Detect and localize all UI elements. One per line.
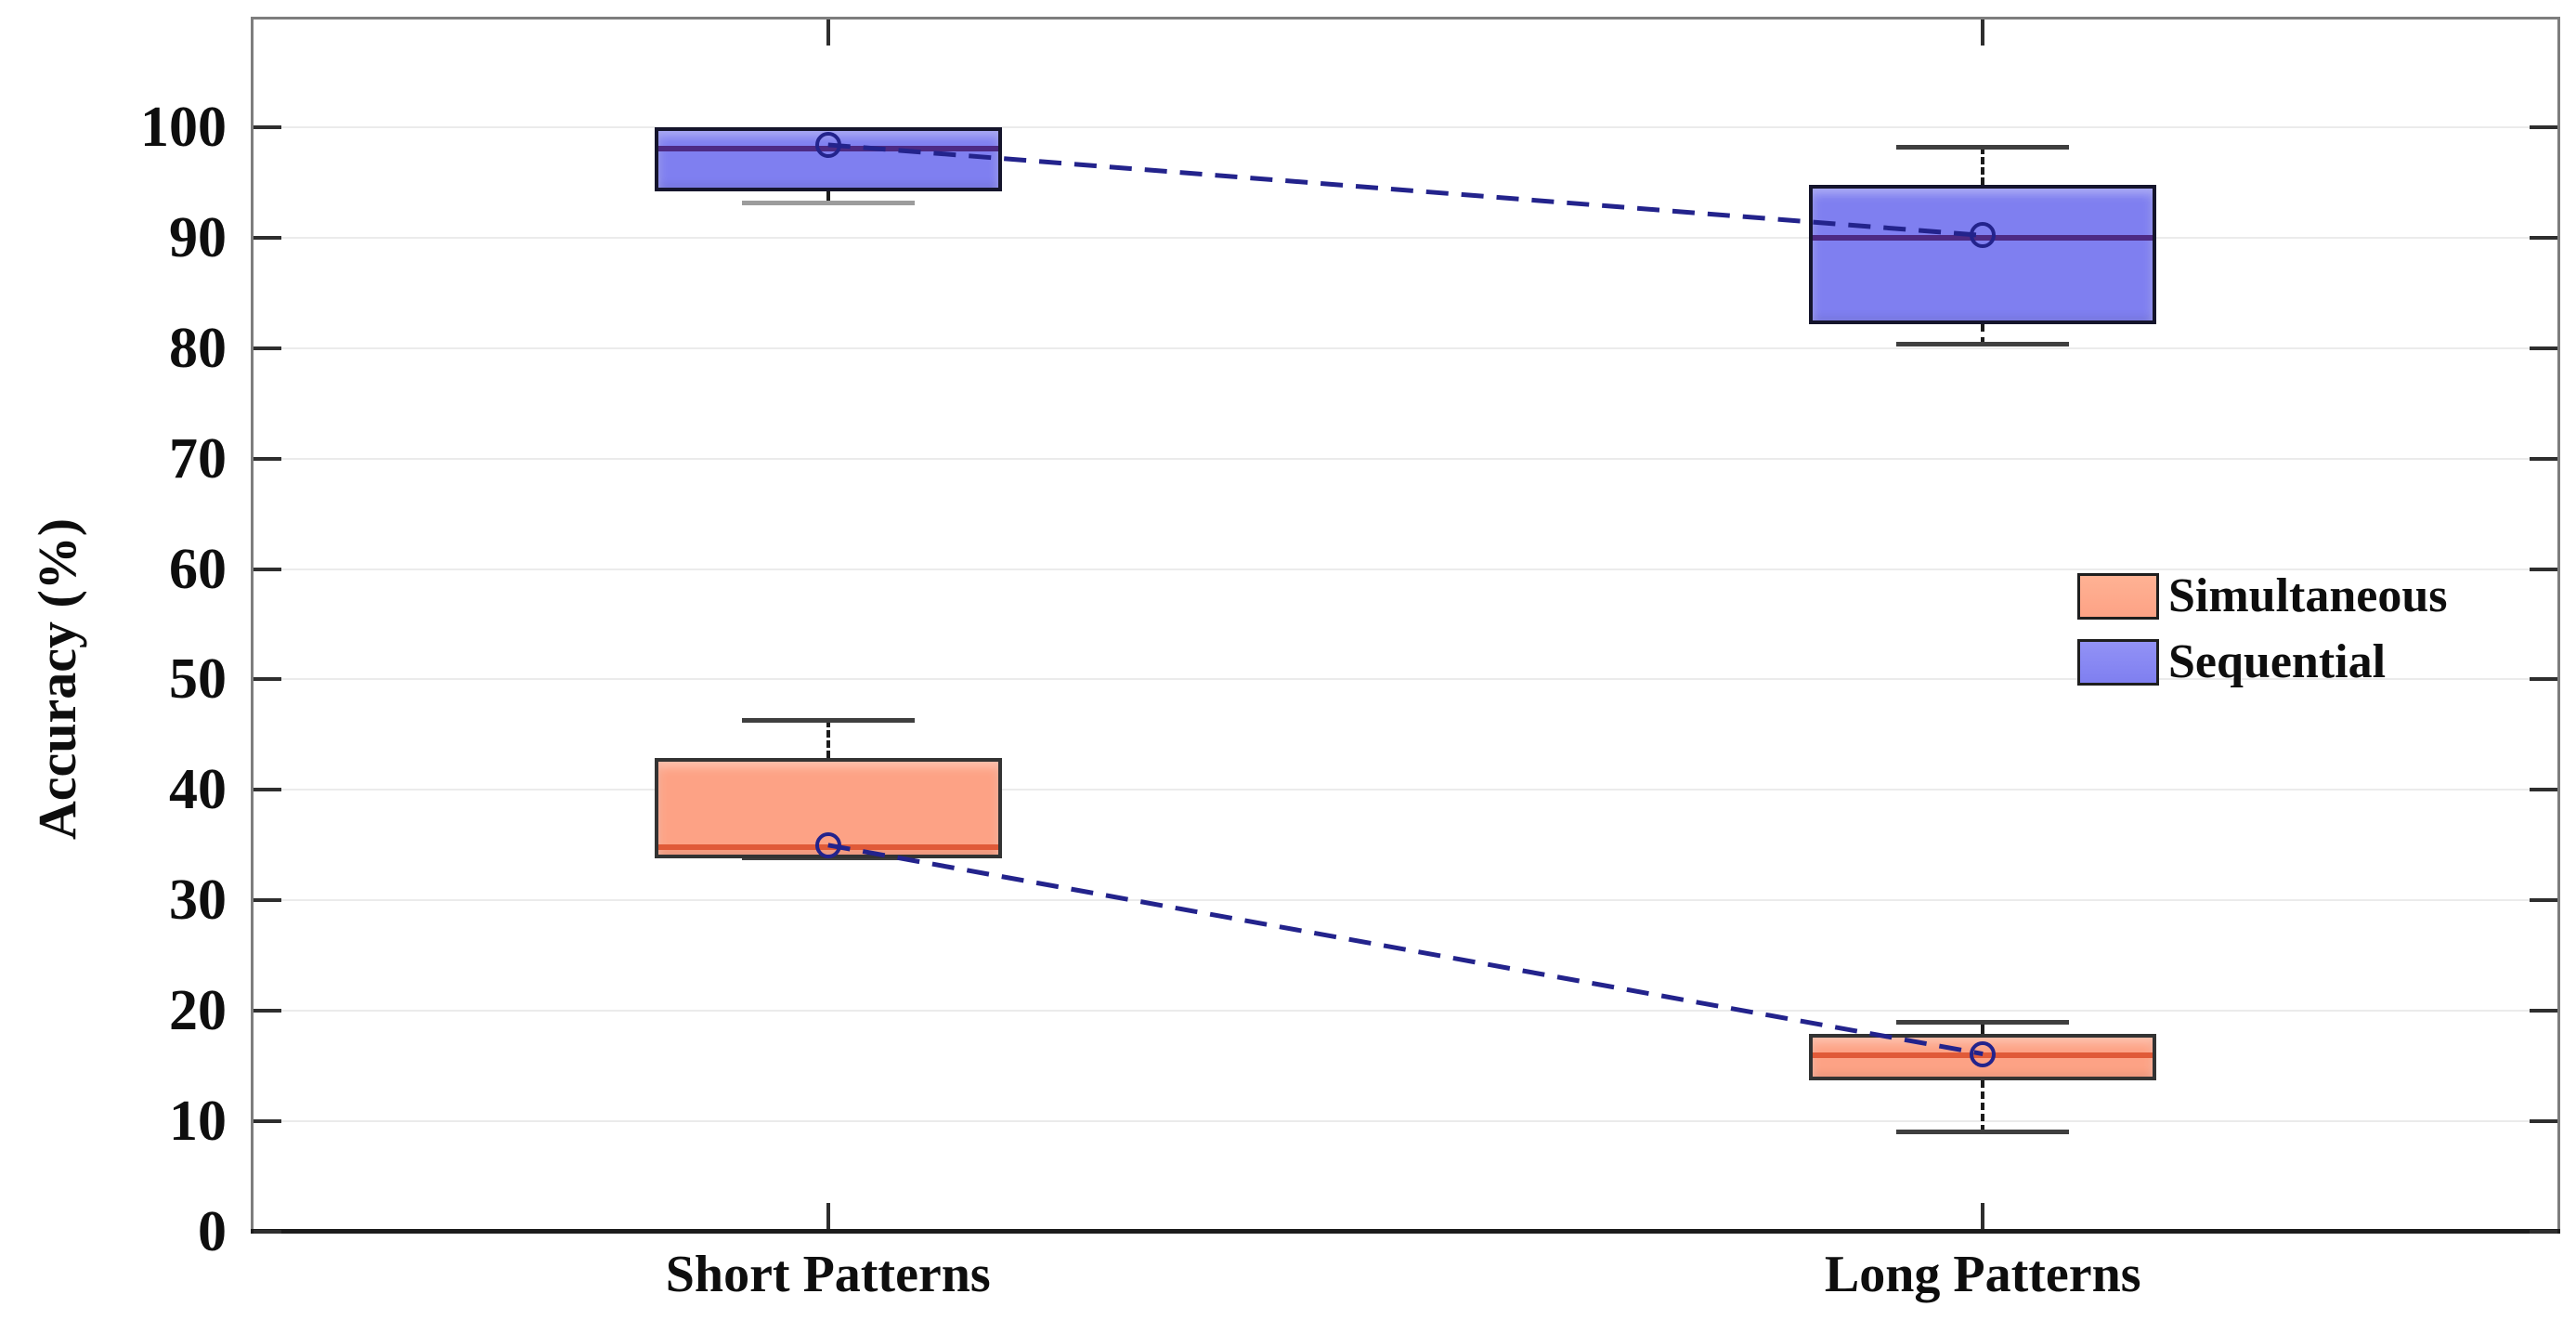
x-axis-line <box>251 1229 2560 1234</box>
y-tick-right-40 <box>2530 788 2557 792</box>
y-tick-left-70 <box>254 456 281 461</box>
y-tick-right-20 <box>2530 1009 2557 1013</box>
y-tick-label-40: 40 <box>169 758 227 822</box>
mean-marker-simultaneous-0 <box>814 831 841 858</box>
y-tick-right-50 <box>2530 677 2557 682</box>
y-tick-right-10 <box>2530 1119 2557 1124</box>
whisker-lower-simultaneous-1 <box>1981 1080 1985 1132</box>
legend-swatch-simultaneous <box>2077 573 2159 620</box>
y-tick-right-80 <box>2530 346 2557 350</box>
y-gridline-60 <box>254 568 2557 570</box>
whisker-cap-lower-sequential-1 <box>1896 342 2070 347</box>
legend-swatch-sequential <box>2077 639 2159 686</box>
y-gridline-20 <box>254 1010 2557 1013</box>
y-tick-label-0: 0 <box>198 1200 227 1263</box>
y-gridline-30 <box>254 899 2557 902</box>
y-tick-right-60 <box>2530 567 2557 571</box>
y-tick-label-80: 80 <box>169 316 227 380</box>
y-tick-right-90 <box>2530 235 2557 240</box>
legend-item-sequential: Sequential <box>2077 638 2448 686</box>
y-gridline-10 <box>254 1120 2557 1123</box>
whisker-cap-upper-sequential-1 <box>1896 145 2070 150</box>
y-tick-right-70 <box>2530 456 2557 461</box>
y-tick-left-30 <box>254 898 281 903</box>
whisker-lower-sequential-1 <box>1981 323 1985 346</box>
y-tick-label-90: 90 <box>169 205 227 269</box>
x-tick-bottom-1 <box>1981 1203 1985 1229</box>
y-tick-left-10 <box>254 1119 281 1124</box>
whisker-upper-sequential-1 <box>1981 147 1985 185</box>
legend-label-sequential: Sequential <box>2168 635 2387 688</box>
whisker-upper-simultaneous-0 <box>826 720 830 758</box>
y-tick-left-90 <box>254 235 281 240</box>
x-tick-top-0 <box>826 20 830 46</box>
y-tick-label-70: 70 <box>169 426 227 490</box>
y-gridline-50 <box>254 678 2557 681</box>
x-category-label-short-patterns: Short Patterns <box>665 1246 991 1303</box>
whisker-cap-lower-simultaneous-1 <box>1896 1129 2070 1134</box>
legend-item-simultaneous: Simultaneous <box>2077 572 2448 621</box>
y-tick-label-10: 10 <box>169 1090 227 1154</box>
x-category-label-long-patterns: Long Patterns <box>1824 1246 2141 1303</box>
y-gridline-90 <box>254 236 2557 239</box>
box-sequential-1 <box>1809 184 2157 324</box>
y-gridline-100 <box>254 125 2557 128</box>
y-tick-label-20: 20 <box>169 979 227 1043</box>
mean-marker-sequential-1 <box>1970 222 1997 249</box>
y-tick-label-30: 30 <box>169 869 227 933</box>
y-gridline-80 <box>254 346 2557 349</box>
y-tick-right-100 <box>2530 124 2557 129</box>
y-tick-left-100 <box>254 124 281 129</box>
y-tick-right-0 <box>2530 1230 2557 1234</box>
y-tick-label-100: 100 <box>140 95 227 159</box>
y-tick-right-30 <box>2530 898 2557 903</box>
mean-marker-sequential-0 <box>814 131 841 158</box>
x-tick-bottom-0 <box>826 1203 830 1229</box>
whisker-cap-upper-simultaneous-1 <box>1896 1020 2070 1026</box>
x-tick-top-1 <box>1981 20 1985 46</box>
y-gridline-70 <box>254 457 2557 460</box>
y-tick-label-50: 50 <box>169 647 227 712</box>
y-tick-left-40 <box>254 788 281 792</box>
y-tick-left-60 <box>254 567 281 571</box>
legend-label-simultaneous: Simultaneous <box>2168 569 2448 622</box>
whisker-cap-upper-simultaneous-0 <box>741 718 915 724</box>
y-axis-title: Accuracy (%) <box>27 517 87 841</box>
mean-marker-simultaneous-1 <box>1970 1040 1997 1067</box>
legend: Simultaneous Sequential <box>2077 572 2448 686</box>
y-gridline-40 <box>254 789 2557 791</box>
y-tick-left-0 <box>254 1230 281 1234</box>
y-tick-left-20 <box>254 1009 281 1013</box>
whisker-cap-lower-sequential-0 <box>741 200 915 205</box>
y-tick-left-50 <box>254 677 281 682</box>
y-tick-label-60: 60 <box>169 537 227 601</box>
y-tick-left-80 <box>254 346 281 350</box>
